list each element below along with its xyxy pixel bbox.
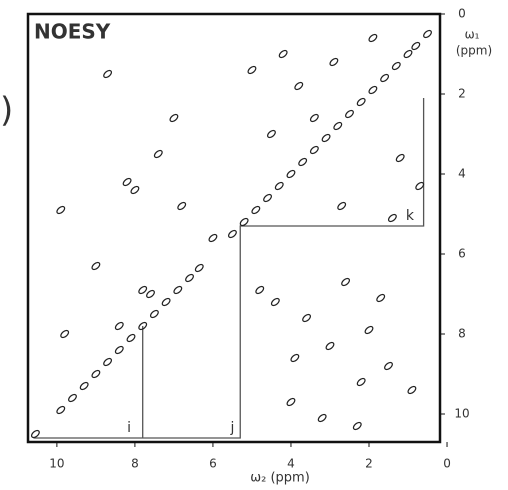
peak — [380, 73, 390, 83]
peak — [270, 297, 280, 307]
peak — [251, 205, 261, 215]
peak — [255, 285, 265, 295]
chart-title: NOESY — [34, 20, 111, 44]
peak — [173, 285, 183, 295]
peak — [228, 229, 237, 239]
peak — [149, 309, 159, 319]
x-axis-label: ω₂ (ppm) — [250, 471, 310, 486]
peak — [79, 381, 89, 391]
y-tick-label: 4 — [458, 167, 466, 181]
peak — [146, 289, 155, 299]
peak — [68, 393, 77, 403]
peak — [368, 33, 378, 43]
peak — [364, 325, 374, 335]
peak — [423, 29, 432, 39]
peak — [286, 169, 296, 179]
peak — [356, 97, 366, 107]
peak — [325, 341, 335, 351]
annotation: i — [127, 420, 131, 436]
peak — [114, 345, 124, 355]
peak — [286, 397, 296, 407]
peak — [263, 193, 272, 203]
peak — [30, 429, 40, 439]
peak — [103, 357, 113, 367]
peak — [122, 177, 132, 187]
peak — [321, 133, 331, 143]
peak — [114, 321, 124, 331]
peak — [169, 113, 179, 123]
peak — [161, 297, 171, 307]
peak — [415, 181, 425, 191]
peak — [239, 217, 249, 227]
y-tick-label: 10 — [454, 407, 469, 421]
peak — [274, 181, 284, 191]
peak — [194, 263, 204, 273]
peak — [337, 201, 347, 211]
y-tick-label: 8 — [458, 327, 466, 341]
peak — [294, 81, 304, 91]
peak — [309, 145, 319, 155]
peak — [395, 153, 405, 163]
peak — [384, 361, 393, 371]
y-tick-label: 0 — [458, 7, 466, 21]
peak — [317, 413, 327, 423]
peak — [333, 121, 343, 131]
y-axis-label: ω₁ — [465, 28, 480, 42]
peak — [329, 57, 339, 67]
peak — [138, 321, 148, 331]
peak — [103, 69, 113, 79]
peak — [278, 49, 288, 59]
x-tick-label: 8 — [131, 457, 139, 471]
peak — [407, 385, 417, 395]
edge-text: ) — [0, 91, 13, 131]
y-tick-label: 2 — [458, 87, 466, 101]
peak — [177, 201, 187, 211]
x-tick-label: 4 — [287, 457, 295, 471]
x-tick-label: 0 — [443, 457, 451, 471]
peak — [91, 261, 101, 271]
x-tick-label: 2 — [365, 457, 373, 471]
peak — [298, 157, 308, 167]
peak — [352, 421, 362, 431]
peak — [376, 293, 386, 303]
peak — [208, 233, 218, 243]
x-tick-label: 10 — [49, 457, 64, 471]
annotation: j — [229, 420, 234, 436]
peak — [126, 333, 136, 343]
peak — [341, 277, 351, 287]
peak — [411, 41, 421, 51]
peak — [345, 109, 354, 119]
peak — [130, 185, 140, 195]
peak — [91, 369, 101, 379]
peak — [153, 149, 163, 159]
peak — [267, 129, 276, 139]
peak — [356, 377, 366, 387]
peak — [138, 285, 148, 295]
peak — [185, 273, 194, 283]
peak — [391, 61, 401, 71]
peak — [368, 85, 378, 95]
y-axis-label: (ppm) — [456, 44, 492, 58]
plot-frame — [26, 12, 442, 444]
peak — [247, 65, 257, 75]
peak — [403, 49, 413, 59]
x-tick-label: 6 — [209, 457, 217, 471]
peak — [56, 405, 66, 415]
peak — [309, 113, 319, 123]
peak — [387, 213, 397, 223]
y-tick-label: 6 — [458, 247, 466, 261]
peak — [302, 313, 311, 323]
peak — [60, 329, 70, 339]
annotation: k — [406, 208, 415, 224]
peak — [56, 205, 66, 215]
peak — [290, 353, 300, 363]
